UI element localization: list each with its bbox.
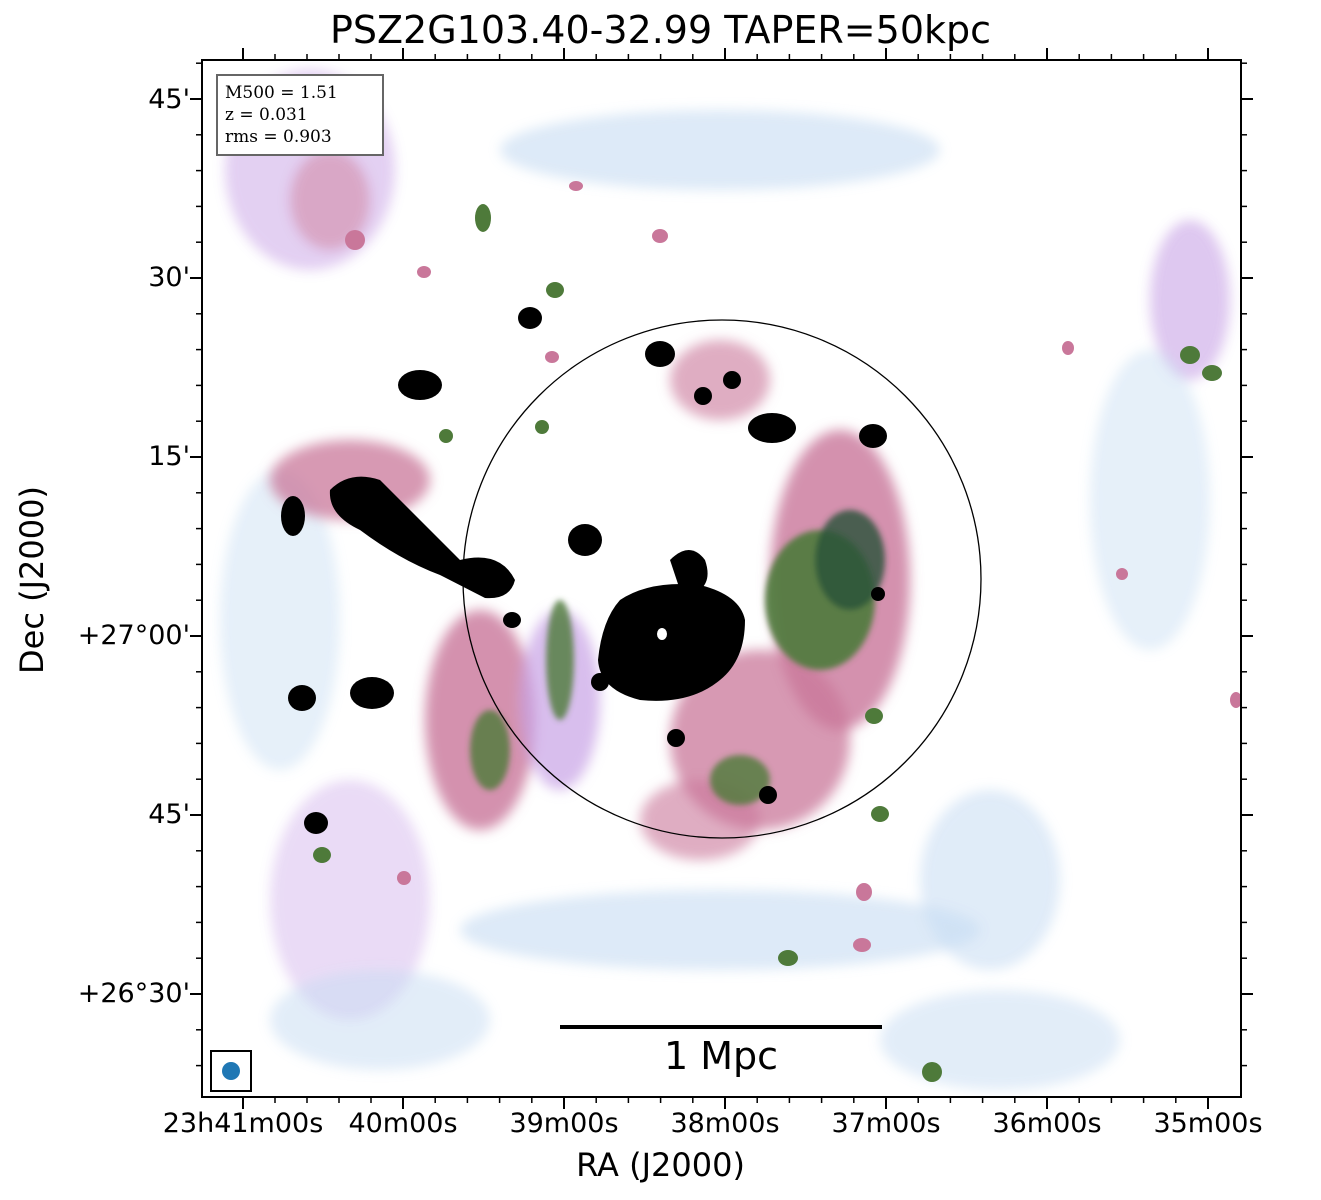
cluster-info-box: M500 = 1.51 z = 0.031 rms = 0.903 (216, 74, 384, 156)
x-tick-label: 37m00s (831, 1108, 941, 1139)
r500-circle (462, 319, 982, 839)
scalebar-label: 1 Mpc (663, 1034, 779, 1078)
y-tick-label: 45' (148, 84, 190, 115)
y-tick-label: +26°30' (77, 978, 190, 1009)
y-tick-label: +27°00' (77, 620, 190, 651)
beam-indicator (210, 1050, 252, 1092)
x-tick-label: 23h41m00s (162, 1108, 324, 1139)
y-tick-label: 30' (148, 262, 190, 293)
y-axis-label: Dec (J2000) (13, 486, 51, 674)
x-tick-label: 39m00s (509, 1108, 619, 1139)
x-tick-label: 40m00s (348, 1108, 458, 1139)
m500-text: M500 = 1.51 (225, 83, 338, 103)
emission-layer (202, 60, 1241, 1097)
y-tick-label: 45' (148, 799, 190, 830)
axis-ticks (190, 48, 1253, 1109)
beam-ellipse (222, 1062, 240, 1080)
x-axis-label: RA (J2000) (576, 1146, 745, 1184)
y-tick-label: 15' (148, 441, 190, 472)
x-tick-label: 38m00s (670, 1108, 780, 1139)
rms-text: rms = 0.903 (225, 127, 332, 147)
x-tick-label: 35m00s (1153, 1108, 1263, 1139)
plot-frame (201, 59, 1242, 1098)
redshift-text: z = 0.031 (225, 105, 308, 125)
x-tick-label: 36m00s (992, 1108, 1102, 1139)
plot-title: PSZ2G103.40-32.99 TAPER=50kpc (329, 8, 992, 52)
